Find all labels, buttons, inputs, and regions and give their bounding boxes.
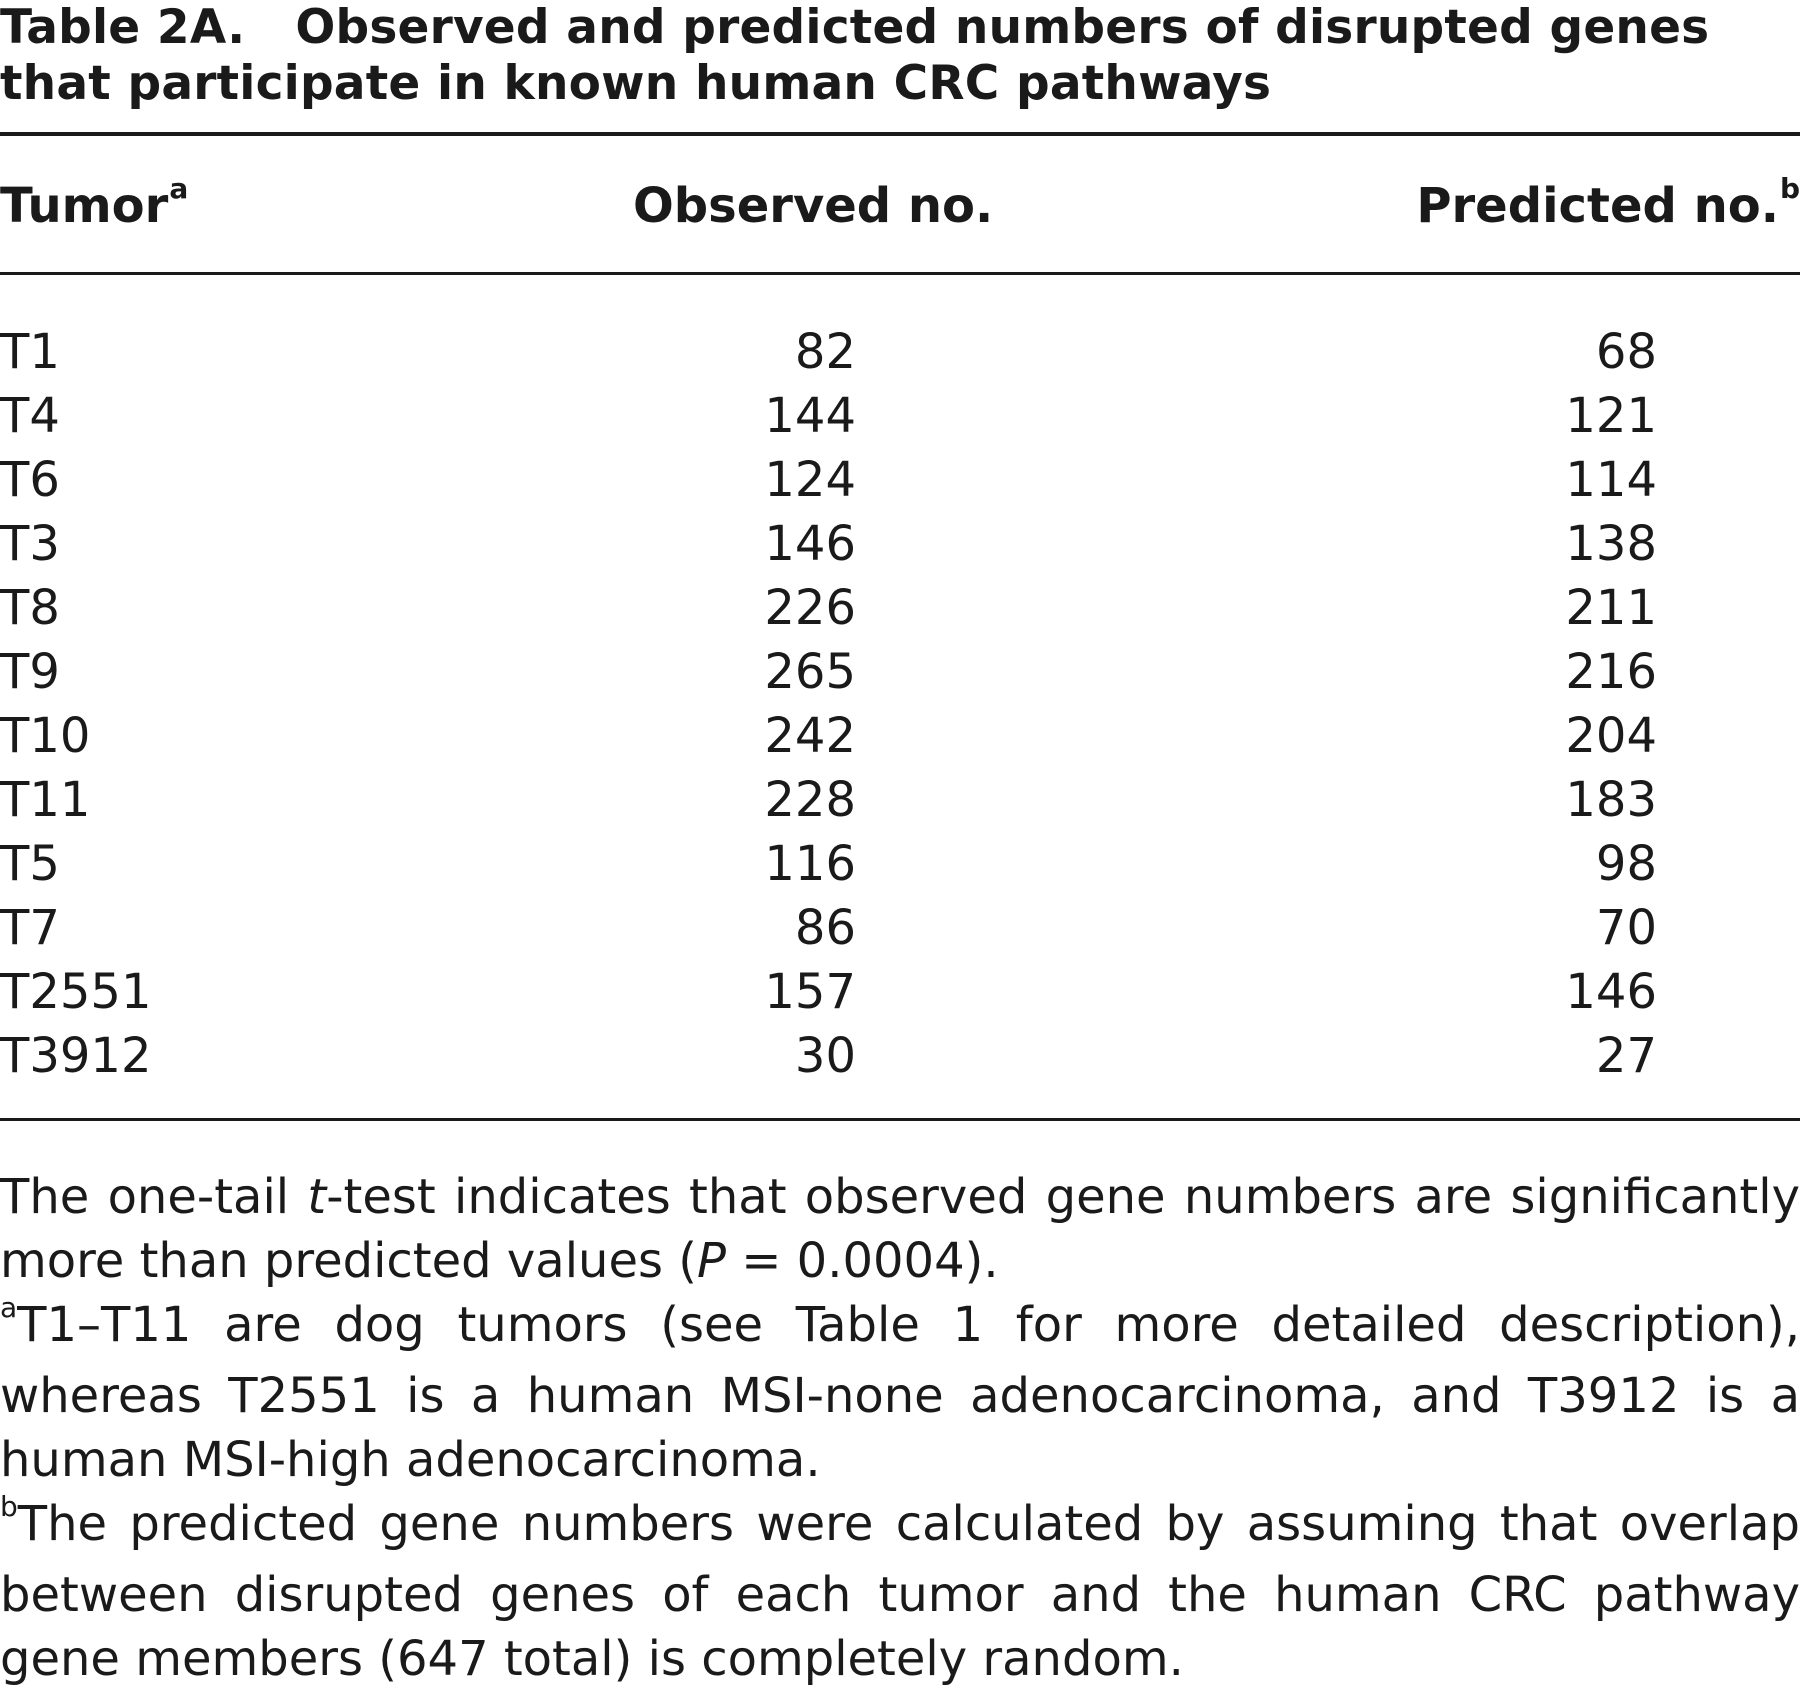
cell-predicted: 216	[1565, 644, 1657, 700]
table-row: T3912 30 27	[0, 1024, 1800, 1088]
table-label: Table 2A.	[0, 0, 246, 55]
ttest-note: The one-tail t-test indicates that obser…	[0, 1169, 1800, 1289]
cell-predicted: 98	[1595, 836, 1657, 892]
cell-tumor: T2551	[0, 964, 152, 1020]
table-row: T7 86 70	[0, 896, 1800, 960]
bottom-rule	[0, 1118, 1800, 1121]
cell-observed: 124	[764, 452, 856, 508]
cell-tumor: T3912	[0, 1028, 152, 1084]
cell-tumor: T7	[0, 900, 60, 956]
cell-predicted: 204	[1565, 708, 1657, 764]
table-title-line1: Observed and predicted numbers of disrup…	[295, 0, 1710, 55]
table-row: T5 116 98	[0, 832, 1800, 896]
cell-observed: 146	[764, 516, 856, 572]
table-body: T1 82 68 T4 144 121 T6 124 114 T3 146 138 T8 226 2…	[0, 320, 1800, 1088]
cell-tumor: T1	[0, 324, 60, 380]
footnote-marker-a: a	[169, 172, 189, 205]
cell-tumor: T5	[0, 836, 60, 892]
cell-predicted: 114	[1565, 452, 1657, 508]
footnote-a-marker: a	[0, 1291, 18, 1324]
column-header-predicted: Predicted no.b	[1416, 172, 1800, 234]
cell-observed: 226	[764, 580, 856, 636]
top-rule	[0, 132, 1800, 136]
table-row: T2551 157 146	[0, 960, 1800, 1024]
cell-observed: 116	[764, 836, 856, 892]
cell-observed: 30	[794, 1028, 856, 1084]
cell-predicted: 68	[1595, 324, 1657, 380]
table-row: T4 144 121	[0, 384, 1800, 448]
table-row: T8 226 211	[0, 576, 1800, 640]
cell-observed: 82	[794, 324, 856, 380]
footnote-a: aT1–T11 are dog tumors (see Table 1 for …	[0, 1291, 1800, 1488]
column-header-observed: Observed no.	[633, 178, 994, 234]
column-header-tumor: Tumora	[0, 172, 189, 234]
cell-predicted: 27	[1595, 1028, 1657, 1084]
cell-predicted: 183	[1565, 772, 1657, 828]
cell-predicted: 121	[1565, 388, 1657, 444]
header-rule	[0, 272, 1800, 275]
cell-predicted: 70	[1595, 900, 1657, 956]
table-notes: The one-tail t-test indicates that obser…	[0, 1165, 1800, 1691]
table-title: Table 2A. Observed and predicted numbers …	[0, 0, 1800, 112]
cell-predicted: 146	[1565, 964, 1657, 1020]
cell-predicted: 138	[1565, 516, 1657, 572]
table-row: T6 124 114	[0, 448, 1800, 512]
table-row: T10 242 204	[0, 704, 1800, 768]
cell-tumor: T10	[0, 708, 91, 764]
cell-observed: 242	[764, 708, 856, 764]
cell-observed: 265	[764, 644, 856, 700]
footnote-b-marker: b	[0, 1490, 18, 1523]
cell-predicted: 211	[1565, 580, 1657, 636]
table-title-line2: that participate in known human CRC path…	[0, 56, 1272, 111]
table-row: T1 82 68	[0, 320, 1800, 384]
cell-tumor: T9	[0, 644, 60, 700]
table-row: T11 228 183	[0, 768, 1800, 832]
cell-tumor: T4	[0, 388, 60, 444]
table-row: T9 265 216	[0, 640, 1800, 704]
cell-tumor: T6	[0, 452, 60, 508]
footnote-marker-b: b	[1779, 172, 1800, 205]
table-row: T3 146 138	[0, 512, 1800, 576]
cell-observed: 86	[794, 900, 856, 956]
cell-tumor: T11	[0, 772, 91, 828]
cell-tumor: T3	[0, 516, 60, 572]
cell-observed: 144	[764, 388, 856, 444]
footnote-b: bThe predicted gene numbers were calcula…	[0, 1490, 1800, 1687]
cell-observed: 228	[764, 772, 856, 828]
cell-observed: 157	[764, 964, 856, 1020]
cell-tumor: T8	[0, 580, 60, 636]
